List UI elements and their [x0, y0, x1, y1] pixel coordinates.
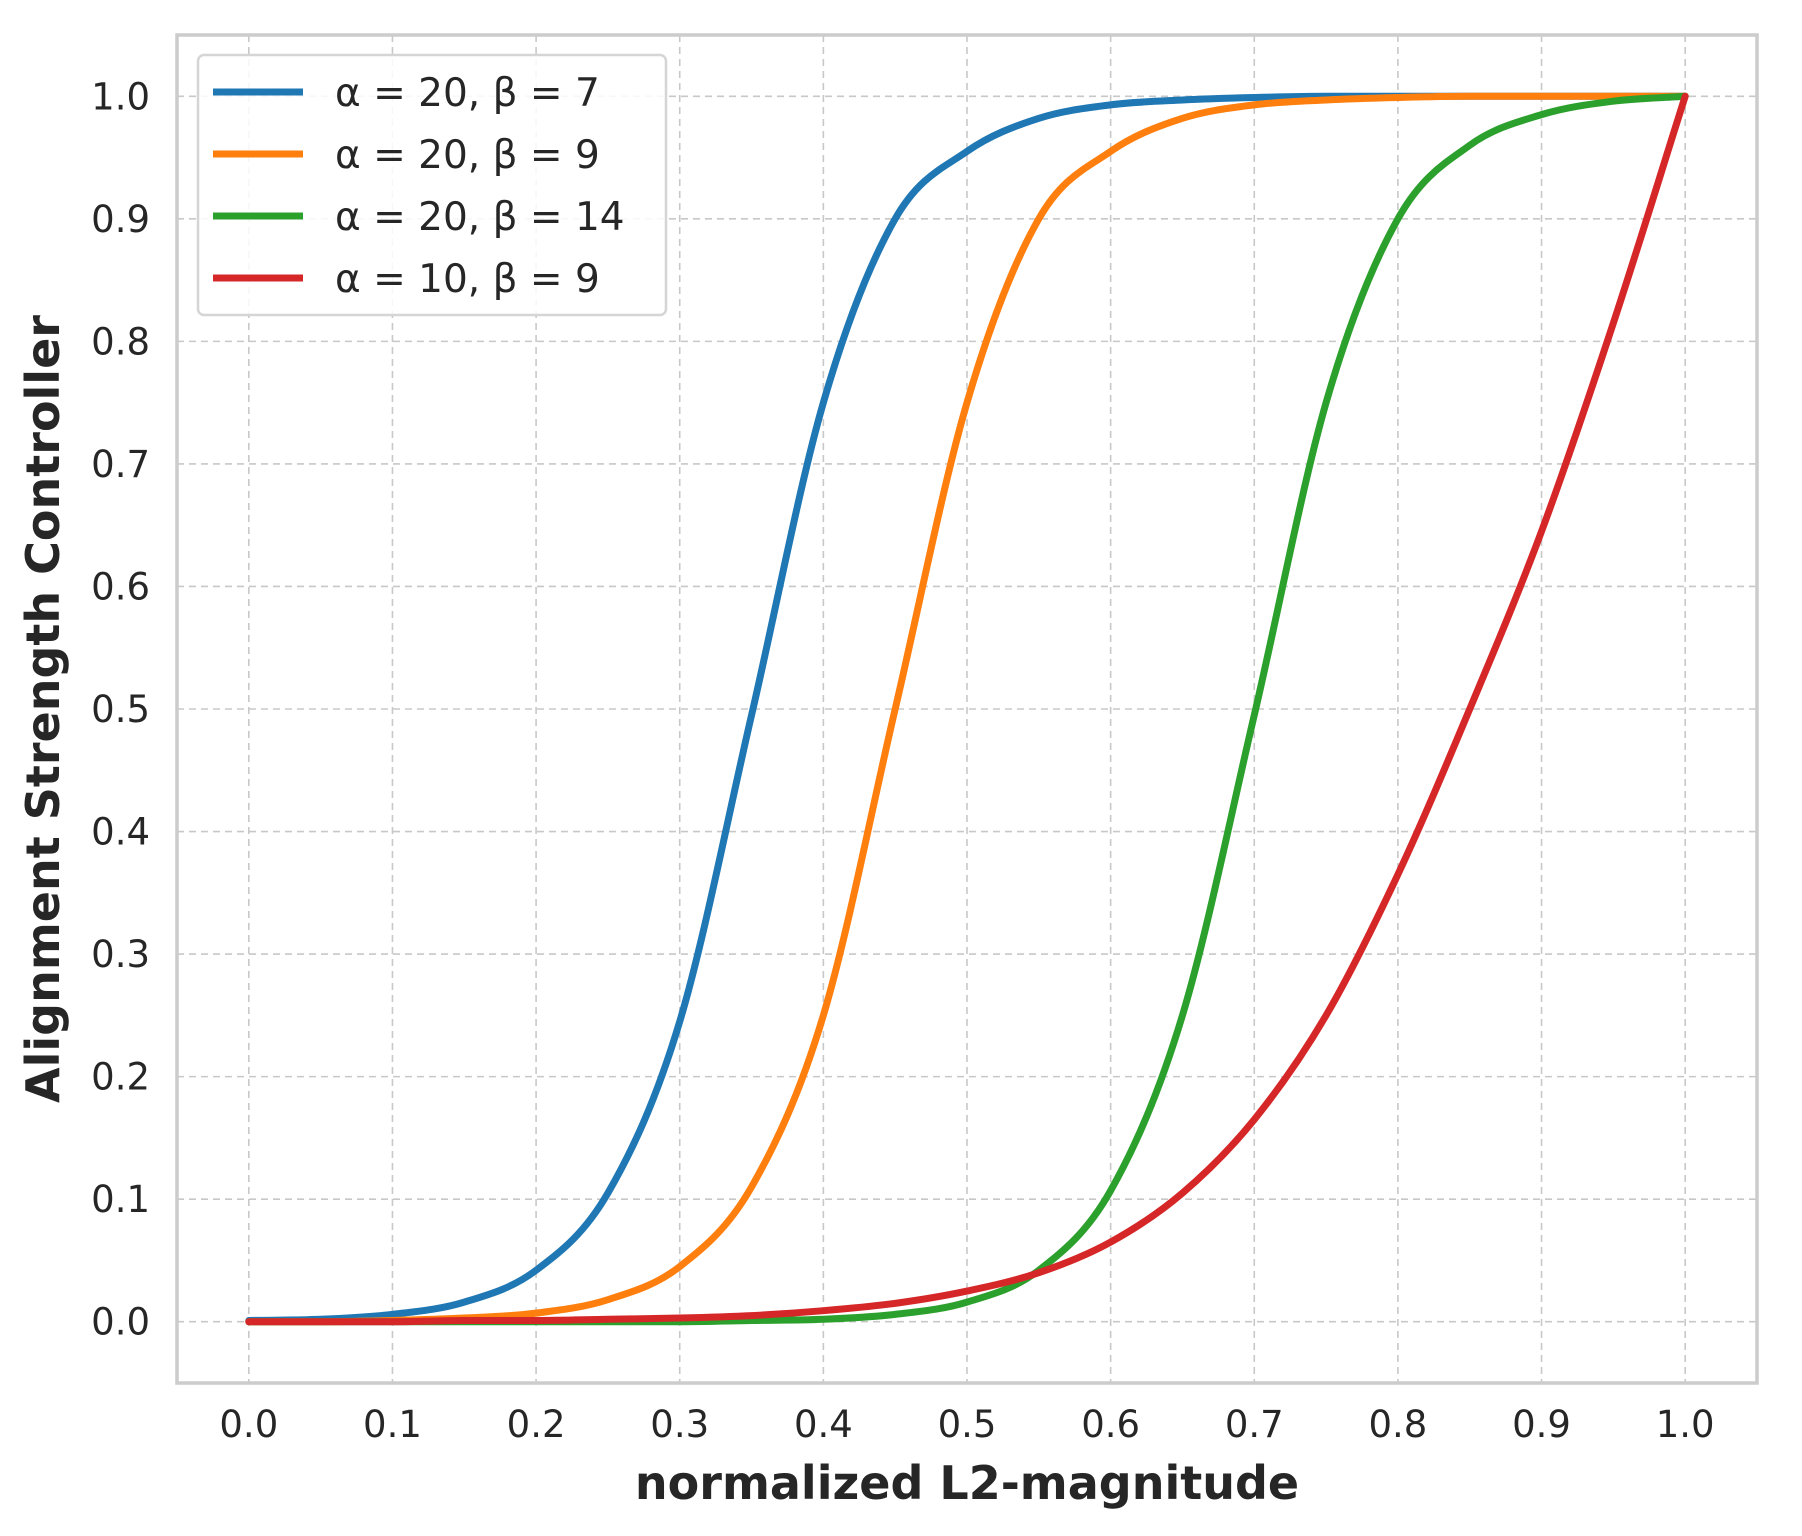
x-tick-label: 0.3 [650, 1403, 709, 1446]
y-tick-label: 0.9 [91, 198, 150, 241]
x-tick-label: 0.0 [219, 1403, 278, 1446]
x-tick-label: 0.2 [507, 1403, 566, 1446]
x-tick-label: 0.6 [1081, 1403, 1140, 1446]
legend-items: α = 20, β = 7 α = 20, β = 9 α = 20, β = 14… [213, 71, 625, 302]
y-tick-label: 0.6 [91, 565, 150, 608]
series-lines [245, 92, 1689, 1326]
x-tick-label: 1.0 [1656, 1403, 1715, 1446]
x-axis-title: normalized L2-magnitude [635, 1456, 1299, 1510]
y-tick-label: 0.1 [91, 1178, 150, 1221]
y-tick-label: 0.0 [91, 1301, 150, 1344]
legend-label: α = 20, β = 9 [335, 133, 600, 178]
x-tick-labels: 0.0 0.1 0.2 0.3 0.4 0.5 0.6 0.7 0.8 0.9 1.0 [219, 1403, 1714, 1446]
y-tick-label: 0.7 [91, 443, 150, 486]
y-tick-label: 0.3 [91, 933, 150, 976]
x-tick-label: 0.1 [363, 1403, 422, 1446]
legend-label: α = 20, β = 7 [335, 71, 600, 116]
y-axis-title: Alignment Strength Controller [16, 315, 70, 1103]
x-tick-label: 0.4 [794, 1403, 853, 1446]
series-line [245, 92, 1689, 1326]
x-tick-label: 0.9 [1512, 1403, 1571, 1446]
legend: α = 20, β = 7 α = 20, β = 9 α = 20, β = 14… [196, 53, 668, 317]
y-tick-labels: 0.0 0.1 0.2 0.3 0.4 0.5 0.6 0.7 0.8 0.9 1.0 [91, 75, 150, 1343]
plot-frame [175, 33, 1759, 1385]
x-tick-label: 0.8 [1368, 1403, 1427, 1446]
y-tick-label: 1.0 [91, 75, 150, 118]
legend-label: α = 20, β = 14 [335, 195, 625, 240]
x-tick-label: 0.7 [1225, 1403, 1284, 1446]
y-tick-label: 0.5 [91, 688, 150, 731]
y-tick-label: 0.2 [91, 1056, 150, 1099]
legend-label: α = 10, β = 9 [335, 257, 600, 302]
series-line [245, 92, 1689, 1326]
y-tick-label: 0.8 [91, 320, 150, 363]
legend-box [196, 53, 668, 317]
x-tick-label: 0.5 [938, 1403, 997, 1446]
y-tick-label: 0.4 [91, 811, 150, 854]
